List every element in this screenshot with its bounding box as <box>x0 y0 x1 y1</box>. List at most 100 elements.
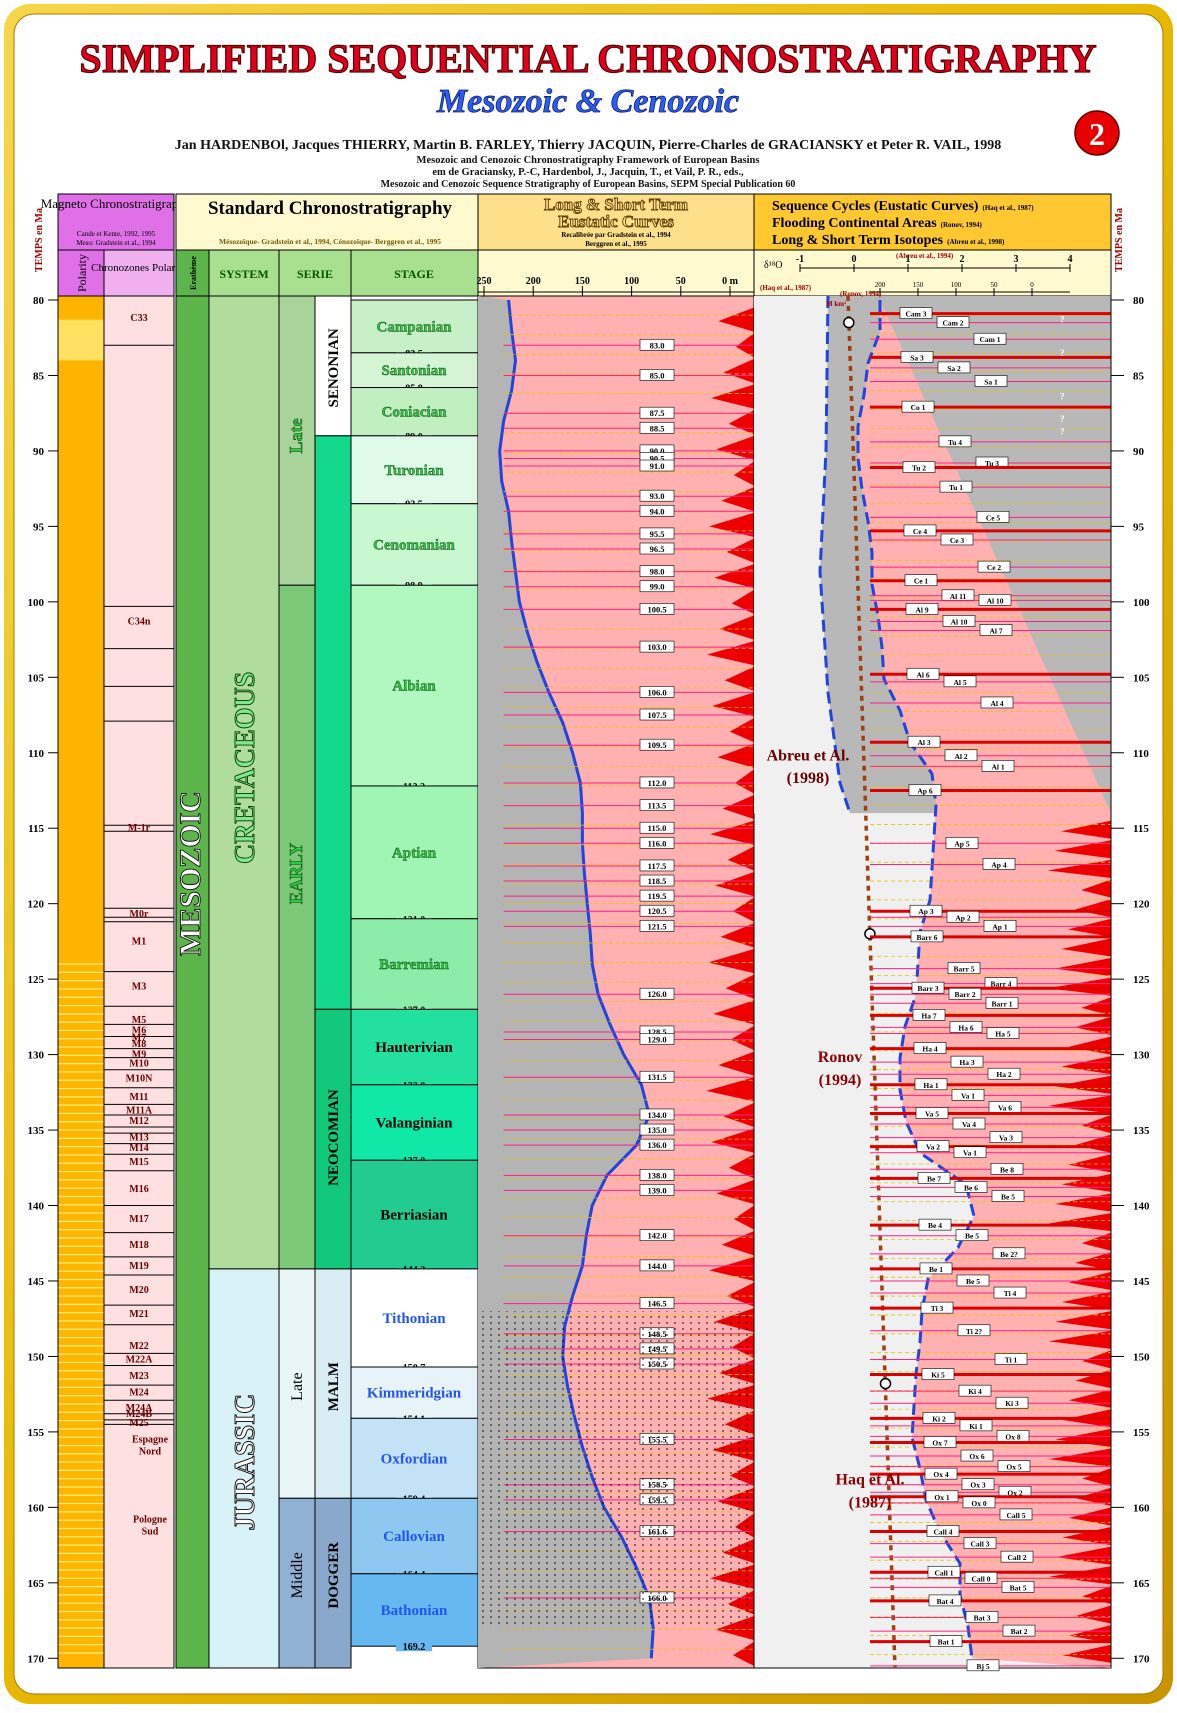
cycle-label-box <box>945 837 979 849</box>
cycle-label-box <box>993 1286 1027 1299</box>
sb-label-box <box>639 580 675 593</box>
sb-label-box <box>639 542 675 555</box>
sb-label: 138.0 <box>647 1170 666 1180</box>
sb-label: 120.5 <box>647 906 666 916</box>
sb-label: 90.5 <box>650 453 665 463</box>
cycle-label-box <box>965 1611 999 1623</box>
serie-label: MALM <box>326 1362 342 1411</box>
cycle-label: Va 4 <box>962 1120 976 1129</box>
time-tick-right: 145 <box>1133 1276 1150 1288</box>
cycle-label: Cam 3 <box>905 310 926 319</box>
time-tick-right: 115 <box>1133 823 1149 835</box>
cycle-label: Ap 4 <box>991 860 1006 869</box>
stage-cell <box>350 1417 479 1499</box>
chronozone-label: M10 <box>129 1059 148 1070</box>
system-jurassic <box>208 1268 280 1669</box>
reference-line-1: Mesozoic and Cenozoic Chronostratigraphy… <box>417 155 760 166</box>
sb-label: 126.0 <box>647 989 666 999</box>
system-label: CRETACEOUS <box>230 672 261 864</box>
cycle-label: Cam 1 <box>979 335 1000 344</box>
cycle-label-box <box>925 1490 959 1503</box>
question-mark: ? <box>1060 414 1065 424</box>
stage-cell <box>350 918 479 1010</box>
eustatic-tick-label: 200 <box>526 276 541 287</box>
serie-dogger <box>314 1497 352 1669</box>
cycle-label: Al 10 <box>987 596 1004 605</box>
sb-label-box <box>639 640 675 653</box>
chronozone-label: M8 <box>132 1039 146 1050</box>
sb-label: 116.0 <box>648 838 667 848</box>
cycle-label: Sa 1 <box>984 377 998 386</box>
haq-peak <box>1068 1154 1111 1173</box>
haq-ref-small: (Haq et al., 1987) <box>760 284 812 292</box>
cycle-label-box <box>1002 1624 1036 1637</box>
sb-label-box <box>639 369 675 381</box>
ronov-curve <box>846 295 897 1669</box>
cycle-label-box <box>946 910 980 923</box>
cycle-label: Bat 1 <box>938 1638 955 1647</box>
stage-name: Santonian <box>381 363 447 379</box>
haq-peak <box>1074 899 1111 918</box>
cycle-label-box <box>951 1089 985 1101</box>
chronozone-label: M17 <box>129 1214 148 1225</box>
cycle-label-box <box>936 316 970 328</box>
cycle-label-box <box>980 696 1014 709</box>
cycle-label: Sa 2 <box>947 364 961 373</box>
serie-early <box>278 584 316 1270</box>
short-term-peak <box>721 487 754 512</box>
sb-label-box <box>639 527 675 540</box>
time-tick-right: 140 <box>1133 1201 1150 1213</box>
abreu-curve <box>818 295 852 814</box>
sb-label-box <box>639 459 675 472</box>
erathem-mesozoic <box>175 295 210 1669</box>
cycle-label-box <box>957 1324 991 1337</box>
haq-peak <box>1054 958 1111 977</box>
sb-label-box <box>639 1229 675 1242</box>
cycle-label-box <box>908 784 942 796</box>
time-axis-label-left: TEMPS en Ma <box>34 208 45 272</box>
ronov-tick-label: 0 <box>1030 281 1034 289</box>
cycle-label-box <box>994 1353 1028 1365</box>
stage-name: Turonian <box>384 463 444 479</box>
cycle-label-box <box>912 1009 946 1021</box>
stage-name: Bathonian <box>381 1603 448 1619</box>
eustatic-tick-label: 100 <box>624 276 639 287</box>
seq-title-2: Flooding Continental Areas (Ronov, 1994) <box>772 216 983 231</box>
time-tick-right: 160 <box>1133 1502 1150 1514</box>
chronozone-label: Espagne <box>132 1434 169 1445</box>
cycle-label-box <box>964 1571 998 1584</box>
sb-label: 115.0 <box>648 823 667 833</box>
haq-year: (1987) <box>849 1494 892 1511</box>
cycle-label-box <box>977 560 1011 573</box>
cycle-label-box <box>999 1508 1033 1521</box>
cycle-label-box <box>904 574 938 587</box>
sb-label-box <box>639 421 675 434</box>
cycle-label-box <box>943 675 977 688</box>
chronozone-label: C33 <box>130 313 147 324</box>
cycle-label-box <box>976 511 1010 523</box>
short-term-peak <box>726 538 754 563</box>
cycle-label: Ki 2 <box>932 1414 946 1423</box>
ronov-label: Ronov <box>818 1049 862 1066</box>
cycle-label-box <box>906 667 940 680</box>
stage-cell <box>350 1008 479 1086</box>
sb-label-box <box>639 338 675 351</box>
isotope-tick-label: 0 <box>852 254 857 265</box>
time-tick-left: 150 <box>28 1351 45 1363</box>
stage-cell <box>350 1366 479 1419</box>
short-term-peak <box>720 923 754 948</box>
cycle-label: Ap 5 <box>954 839 969 848</box>
stage-name: Kimmeridgian <box>367 1386 462 1402</box>
haq-curve <box>856 300 976 1659</box>
eustatic-panel: 83.0 85.0 87.5 88.5 90.090.591.0 93.0 94.0 95.5… <box>477 276 755 1669</box>
serie-neocomian <box>314 1008 352 1270</box>
cycle-label-box <box>915 1107 949 1119</box>
cycle-label-box <box>920 1301 954 1314</box>
sb-label: 131.5 <box>647 1072 666 1082</box>
sb-label-box <box>639 1070 675 1083</box>
cycle-label-box <box>910 930 944 943</box>
chronozone-label: M5 <box>132 1015 146 1026</box>
short-term-peak <box>713 1000 754 1025</box>
sb-label-box <box>639 799 675 811</box>
sb-label-box <box>639 1184 675 1196</box>
